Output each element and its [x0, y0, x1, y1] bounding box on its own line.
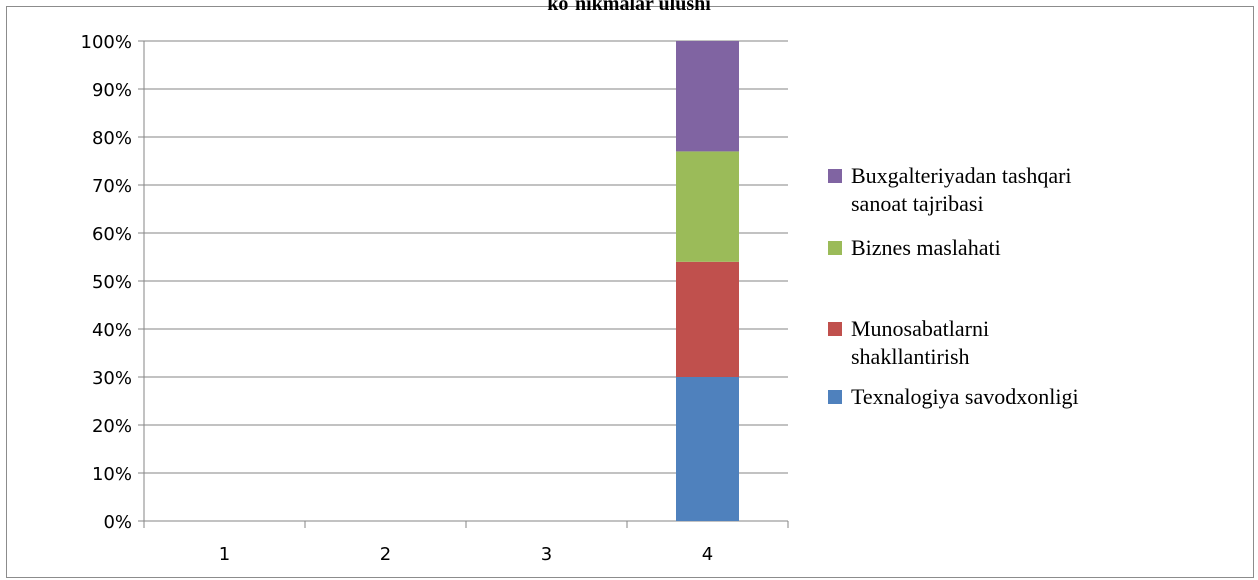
- legend-label: Buxgalteriyadan tashqari: [851, 163, 1072, 188]
- y-tick-label: 40%: [92, 320, 132, 341]
- y-tick-label: 10%: [92, 464, 132, 485]
- x-tick-label: 3: [541, 544, 552, 565]
- y-tick-label: 100%: [81, 32, 132, 53]
- legend-label: Munosabatlarni: [851, 316, 989, 341]
- x-tick-label: 1: [219, 544, 230, 565]
- legend-label: Texnalogiya savodxonligi: [851, 384, 1079, 409]
- legend-swatch: [828, 390, 842, 404]
- y-tick-label: 80%: [92, 128, 132, 149]
- y-tick-label: 50%: [92, 272, 132, 293]
- legend-swatch: [828, 241, 842, 255]
- y-tick-label: 20%: [92, 416, 132, 437]
- bar-segment: [676, 261, 739, 377]
- legend-label: shakllantirish: [851, 344, 970, 369]
- y-tick-label: 70%: [92, 176, 132, 197]
- bar-segment: [676, 377, 739, 521]
- y-tick-label: 30%: [92, 368, 132, 389]
- x-tick-label: 2: [380, 544, 391, 565]
- legend-label: sanoat tajribasi: [851, 191, 984, 216]
- legend-swatch: [828, 322, 842, 336]
- legend-swatch: [828, 169, 842, 183]
- y-tick-label: 60%: [92, 224, 132, 245]
- legend-label: Biznes maslahati: [851, 235, 1001, 260]
- y-tick-label: 0%: [103, 512, 132, 533]
- bar-segment: [676, 151, 739, 262]
- bar-segment: [676, 41, 739, 152]
- chart-title: ko`nikmalar ulushi: [547, 0, 711, 15]
- y-tick-label: 90%: [92, 80, 132, 101]
- chart-area-frame: [6, 6, 1254, 578]
- x-tick-label: 4: [702, 544, 713, 565]
